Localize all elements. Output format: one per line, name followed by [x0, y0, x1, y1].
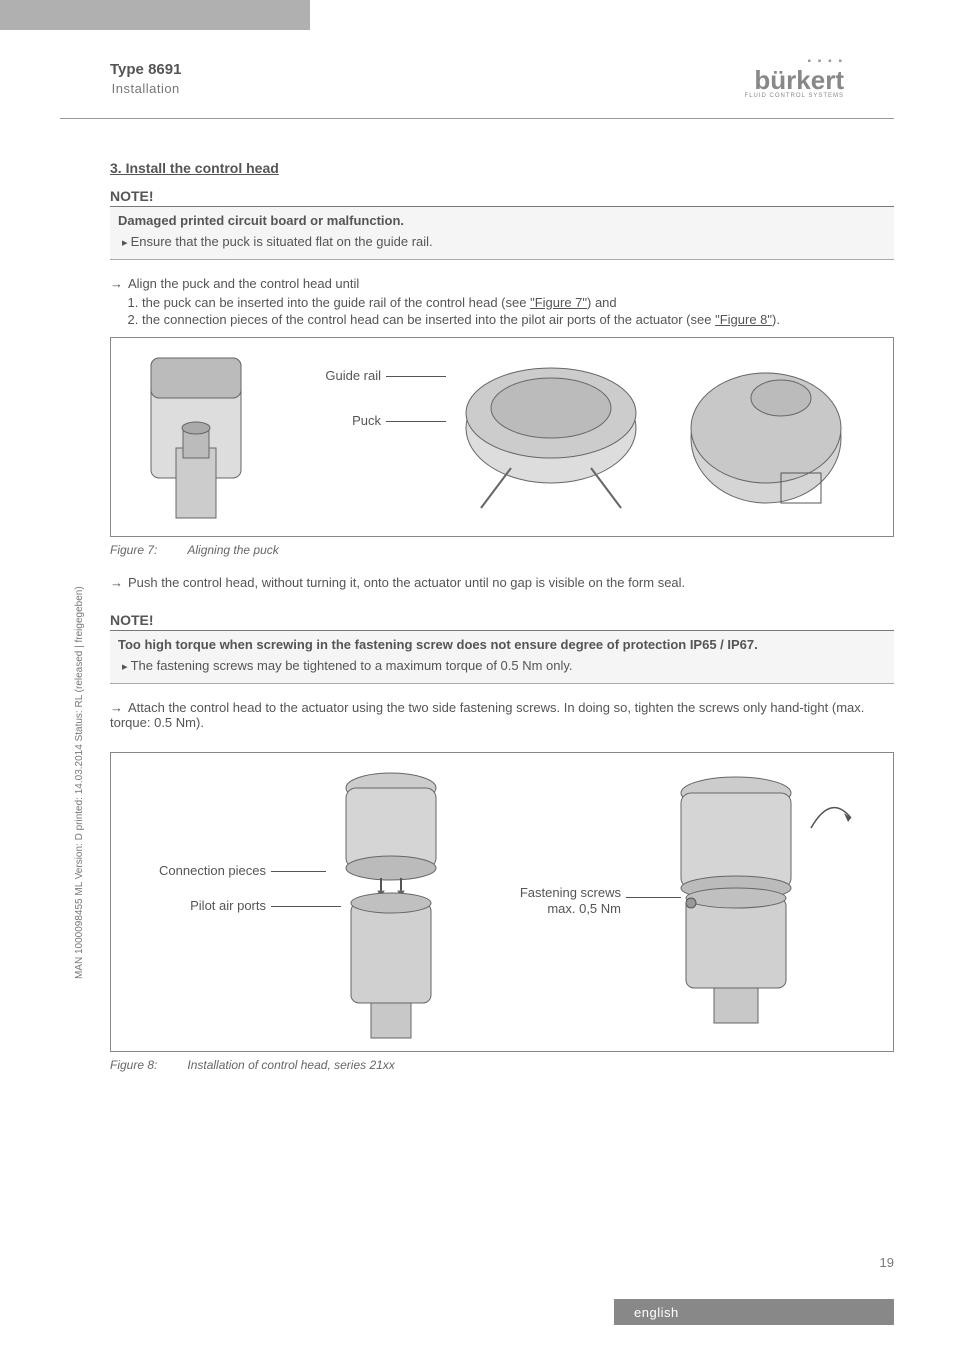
note1-strong: Damaged printed circuit board or malfunc…	[118, 213, 886, 228]
note-label-1: NOTE!	[110, 188, 894, 204]
align-sub-2: the connection pieces of the control hea…	[142, 312, 894, 327]
step-attach: →Attach the control head to the actuator…	[110, 700, 894, 730]
figure-7: Guide rail Puck	[110, 337, 894, 537]
note-label-2: NOTE!	[110, 612, 894, 628]
step-push: →Push the control head, without turning …	[110, 575, 894, 590]
header-rule	[60, 118, 894, 119]
align-sub-1: the puck can be inserted into the guide …	[142, 295, 894, 310]
fig7-label-guide: Guide rail	[301, 368, 381, 383]
step-align: →Align the puck and the control head unt…	[110, 276, 894, 291]
header-subtitle: Installation	[110, 81, 181, 96]
figure7-link[interactable]: "Figure 7"	[530, 295, 587, 310]
brand-logo: ▪ ▪ ▪ ▪ bürkert FLUID CONTROL SYSTEMS	[745, 57, 844, 99]
language-tab: english	[614, 1299, 894, 1325]
figure-7-caption: Figure 7:Aligning the puck	[110, 543, 894, 557]
note-box-1: Damaged printed circuit board or malfunc…	[110, 206, 894, 260]
note-box-2: Too high torque when screwing in the fas…	[110, 630, 894, 684]
page-header: Type 8691 Installation ▪ ▪ ▪ ▪ bürkert F…	[0, 48, 954, 108]
fig8-label-pilot: Pilot air ports	[121, 898, 266, 913]
section-heading: 3. Install the control head	[110, 160, 894, 176]
fig8-label-fasten: Fastening screws	[491, 885, 621, 900]
fig8-label-torque: max. 0,5 Nm	[491, 901, 621, 916]
top-tab	[0, 0, 310, 30]
side-meta-text: MAN 1000098455 ML Version: D printed: 14…	[74, 586, 85, 979]
note2-body: The fastening screws may be tightened to…	[118, 658, 886, 673]
page-number: 19	[880, 1255, 894, 1270]
figure8-link[interactable]: "Figure 8"	[715, 312, 772, 327]
figure-8-caption: Figure 8:Installation of control head, s…	[110, 1058, 894, 1072]
align-substeps: the puck can be inserted into the guide …	[110, 295, 894, 327]
fig8-label-conn: Connection pieces	[121, 863, 266, 878]
type-title: Type 8691	[110, 61, 181, 78]
note2-strong: Too high torque when screwing in the fas…	[118, 637, 886, 652]
main-content: 3. Install the control head NOTE! Damage…	[110, 160, 894, 1090]
figure-8: Connection pieces Pilot air ports Fasten…	[110, 752, 894, 1052]
note1-body: Ensure that the puck is situated flat on…	[118, 234, 886, 249]
fig7-label-puck: Puck	[301, 413, 381, 428]
